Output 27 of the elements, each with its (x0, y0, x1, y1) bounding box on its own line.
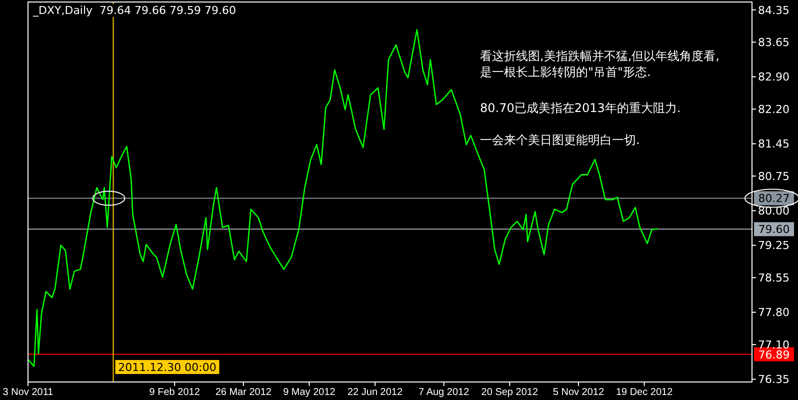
x-tick-label: 22 Jun 2012 (348, 387, 403, 398)
y-tick-label: 77.80 (758, 306, 790, 320)
y-tick-label: 76.35 (758, 373, 790, 386)
y-tick-label: 82.20 (758, 103, 790, 116)
annotation: 看这折线图,美指跌幅并不猛,但以年线角度看, 是一根长上影转阴的"吊首"形态. (480, 48, 720, 80)
x-tick-label: 9 May 2012 (283, 387, 336, 398)
ref-line-label: 80.27 (758, 192, 790, 206)
y-tick-label: 80.75 (758, 170, 790, 183)
y-tick-label: 83.65 (758, 36, 790, 50)
x-tick-label: 9 Feb 2012 (149, 387, 200, 398)
x-tick-label: 5 Nov 2012 (552, 387, 604, 398)
x-tick-label: 19 Dec 2012 (616, 387, 674, 398)
ref-line-label: 2011.12.30 00:00 (118, 361, 216, 374)
annotation: 80.70已成美指在2013年的重大阻力. (480, 100, 681, 116)
x-tick-label: 20 Sep 2012 (481, 387, 538, 398)
ref-line-label: 76.89 (758, 348, 790, 362)
ref-line-label: 79.60 (758, 223, 790, 236)
y-tick-label: 84.35 (758, 4, 790, 17)
annotation: 一会来个美日图更能明白一切. (480, 132, 640, 148)
x-tick-label: 26 Mar 2012 (215, 387, 272, 398)
y-tick-label: 78.55 (758, 272, 790, 285)
y-tick-label: 79.25 (758, 239, 790, 252)
y-tick-label: 82.90 (758, 70, 790, 84)
x-tick-label: 3 Nov 2011 (2, 387, 54, 398)
chart-title: _DXY,Daily 79.64 79.66 79.59 79.60 (31, 4, 238, 17)
x-tick-label: 7 Aug 2012 (418, 387, 470, 398)
y-tick-label: 81.45 (758, 138, 790, 151)
